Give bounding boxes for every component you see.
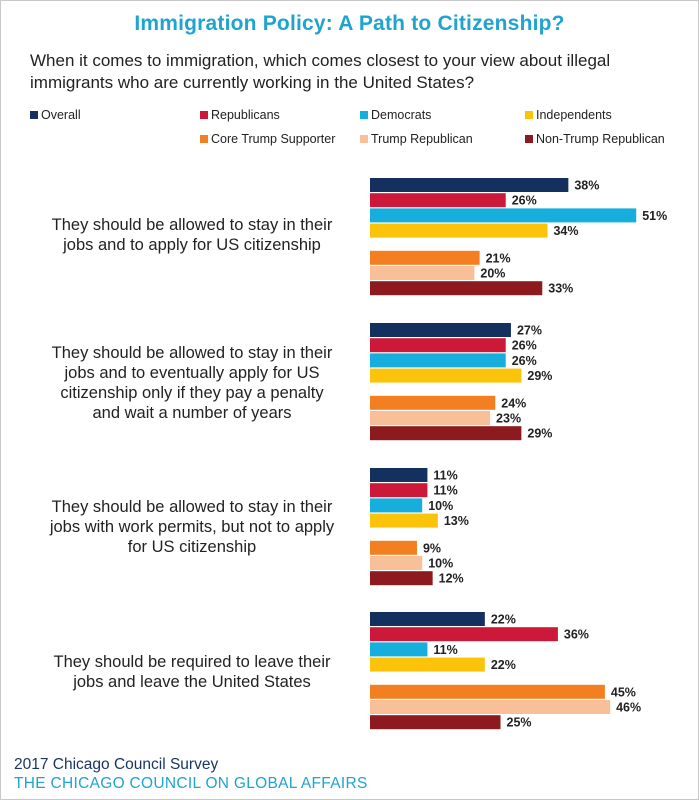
legend-item: Democrats	[360, 108, 431, 122]
bar	[370, 483, 428, 498]
legend-item: Non-Trump Republican	[525, 132, 665, 146]
legend-label: Democrats	[371, 108, 432, 122]
bar	[370, 395, 496, 410]
bar	[370, 468, 428, 482]
data-label: 10%	[428, 557, 453, 571]
data-label: 33%	[548, 282, 573, 296]
bar	[370, 426, 522, 441]
chart-subtitle: When it comes to immigration, which come…	[30, 51, 611, 92]
data-label: 46%	[616, 701, 641, 715]
category-label: They should be required to leave their jo…	[24, 652, 360, 692]
bar	[370, 700, 611, 714]
bar	[370, 353, 506, 368]
legend-item: Republicans	[200, 108, 280, 122]
data-label: 9%	[423, 541, 441, 555]
category-label-line: They should be required to leave their	[53, 653, 331, 671]
legend-item: Overall	[30, 108, 81, 122]
bar	[370, 193, 506, 208]
legend-label: Independents	[536, 108, 612, 122]
data-label: 26%	[512, 339, 537, 353]
data-label: 36%	[564, 628, 589, 642]
bar	[370, 498, 423, 513]
data-label: 26%	[512, 194, 537, 208]
category-label-line: jobs and leave the United States	[73, 673, 311, 691]
bar	[370, 338, 506, 353]
data-label: 23%	[496, 412, 521, 426]
legend-item: Core Trump Supporter	[200, 132, 335, 146]
data-label: 26%	[512, 354, 537, 368]
bar	[370, 368, 522, 383]
category-label-line: jobs and to apply for US citizenship	[63, 236, 321, 254]
data-label: 11%	[433, 643, 457, 657]
legend-label: Trump Republican	[371, 132, 473, 146]
bar	[370, 411, 491, 425]
data-label: 51%	[642, 209, 667, 223]
data-label: 34%	[553, 224, 578, 238]
data-label: 22%	[491, 613, 516, 627]
legend-label: Republicans	[211, 108, 280, 122]
legend-swatch	[525, 135, 533, 143]
footer-organization: THE CHICAGO COUNCIL ON GLOBAL AFFAIRS	[14, 775, 368, 792]
bar	[370, 715, 501, 730]
bar	[370, 627, 558, 642]
legend-label: Non-Trump Republican	[536, 132, 665, 146]
bar	[370, 250, 480, 265]
category-label-line: They should be allowed to stay in their	[51, 216, 333, 234]
legend-item: Trump Republican	[360, 132, 473, 146]
category-label-line: jobs and to eventually apply for US	[64, 364, 320, 382]
bar	[370, 178, 569, 192]
data-label: 29%	[527, 369, 552, 383]
bar	[370, 612, 485, 626]
legend-item: Independents	[525, 108, 612, 122]
bar	[370, 642, 428, 657]
data-label: 21%	[486, 251, 511, 265]
bar	[370, 513, 438, 528]
chart-title: Immigration Policy: A Path to Citizenshi…	[134, 12, 565, 35]
bar	[370, 657, 485, 672]
legend-swatch	[360, 111, 368, 119]
bar	[370, 223, 548, 238]
legend-swatch	[200, 111, 208, 119]
data-label: 38%	[574, 179, 599, 193]
data-label: 24%	[501, 396, 526, 410]
category-label: They should be allowed to stay in their j…	[24, 497, 360, 557]
legend-swatch	[360, 135, 368, 143]
category-label-line: They should be allowed to stay in their	[51, 344, 333, 362]
bar	[370, 281, 543, 296]
legend-swatch	[200, 135, 208, 143]
bar	[370, 556, 423, 570]
data-label: 20%	[480, 267, 505, 281]
category-label-line: They should be allowed to stay in their	[51, 498, 333, 516]
data-label: 11%	[433, 484, 457, 498]
data-label: 25%	[507, 716, 532, 730]
category-label-line: citizenship only if they pay a penalty	[60, 384, 324, 402]
data-label: 12%	[439, 572, 464, 586]
bar	[370, 540, 417, 555]
bar	[370, 266, 475, 280]
category-label-line: for US citizenship	[127, 538, 257, 556]
data-label: 13%	[444, 514, 469, 528]
bar	[370, 208, 637, 223]
legend-swatch	[30, 111, 38, 119]
bar	[370, 571, 433, 586]
data-label: 45%	[611, 685, 636, 699]
data-label: 22%	[491, 658, 516, 672]
category-label-line: jobs with work permits, but not to apply	[49, 518, 335, 536]
legend-label: Overall	[41, 108, 81, 122]
data-label: 10%	[428, 499, 453, 513]
data-label: 27%	[517, 324, 542, 338]
legend-swatch	[525, 111, 533, 119]
data-label: 29%	[527, 427, 552, 441]
footer-survey: 2017 Chicago Council Survey	[14, 756, 219, 773]
category-label: They should be allowed to stay in their j…	[24, 215, 360, 255]
category-label: They should be allowed to stay in their j…	[24, 343, 360, 423]
data-label: 11%	[433, 469, 457, 483]
category-label-line: and wait a number of years	[92, 404, 292, 422]
bar	[370, 684, 605, 699]
bar	[370, 323, 511, 337]
legend-label: Core Trump Supporter	[211, 132, 336, 146]
